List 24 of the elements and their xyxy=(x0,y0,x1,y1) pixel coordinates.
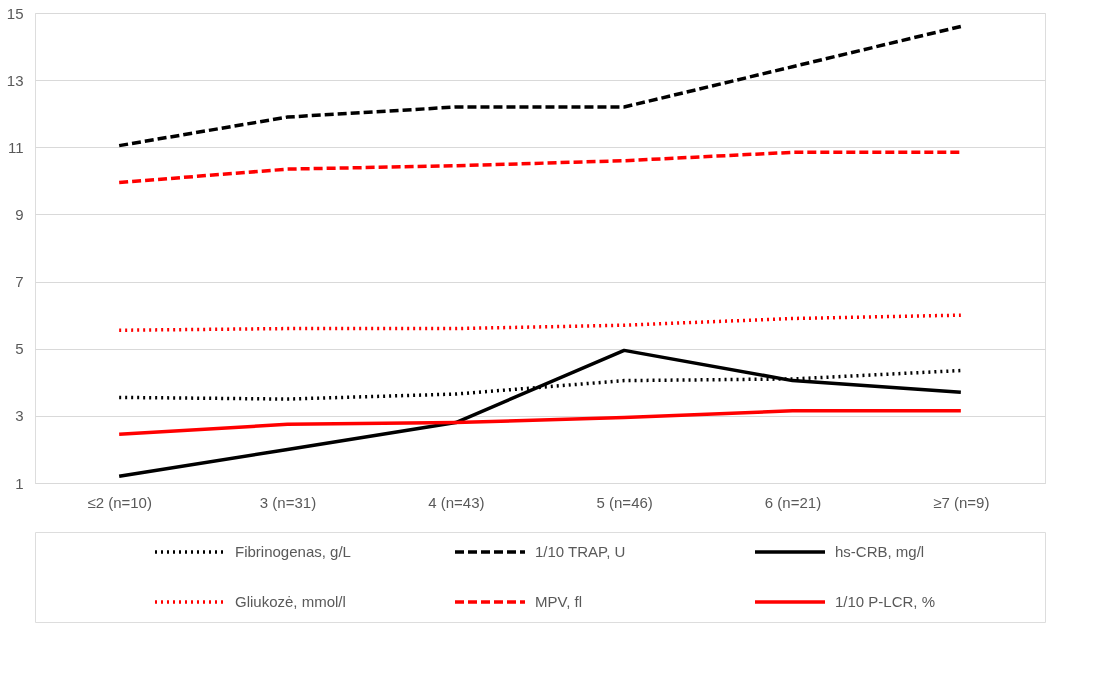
line-series xyxy=(117,313,963,332)
legend-label: MPV, fl xyxy=(535,593,582,610)
y-tick-label: 3 xyxy=(15,407,24,425)
legend-label: 1/10 P-LCR, % xyxy=(835,593,936,610)
x-tick-label: 5 (n=46) xyxy=(596,493,653,511)
y-tick-label: 13 xyxy=(6,71,24,89)
x-tick-label: 6 (n=21) xyxy=(764,493,822,511)
legend-label: Fibrinogenas, g/L xyxy=(235,543,351,560)
y-tick-label: 1 xyxy=(15,474,24,492)
legend-label: 1/10 TRAP, U xyxy=(535,543,626,560)
x-tick-label: 3 (n=31) xyxy=(259,493,317,511)
x-tick-label: ≤2 (n=10) xyxy=(87,493,152,511)
y-tick-label: 11 xyxy=(7,138,24,156)
line-series xyxy=(117,348,963,479)
line-series xyxy=(117,24,963,148)
line-series xyxy=(117,409,963,437)
x-tick-label: 4 (n=43) xyxy=(428,493,485,511)
y-tick-label: 7 xyxy=(15,273,24,291)
y-tick-label: 15 xyxy=(6,4,24,22)
legend-label: hs-CRB, mg/l xyxy=(835,543,925,560)
y-tick-label: 5 xyxy=(15,340,24,358)
y-tick-label: 9 xyxy=(15,205,24,223)
x-tick-label: ≥7 (n=9) xyxy=(933,493,990,511)
legend-label: Gliukozė, mmol/l xyxy=(235,593,346,610)
